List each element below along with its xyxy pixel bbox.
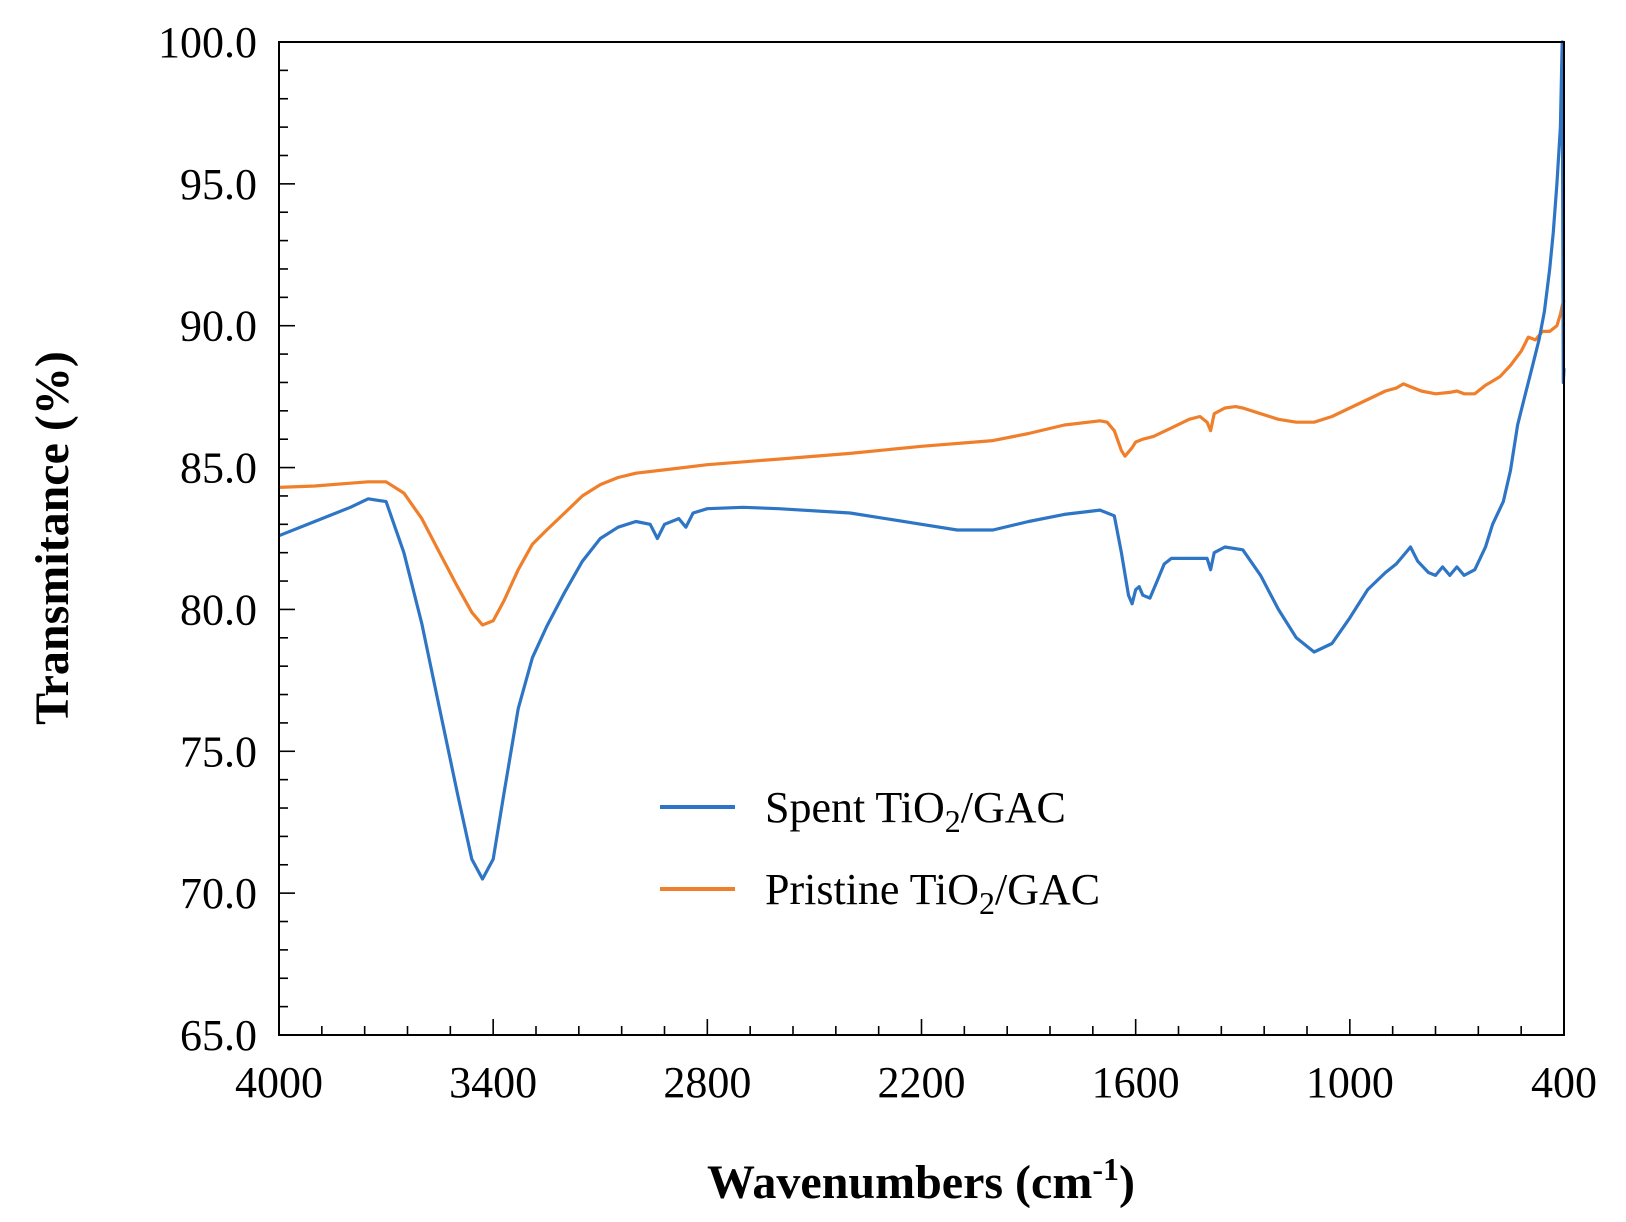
x-tick-label: 3400 xyxy=(449,1058,537,1107)
y-tick-label: 100.0 xyxy=(158,18,257,67)
x-tick-label: 4000 xyxy=(235,1058,323,1107)
x-tick-label: 400 xyxy=(1531,1058,1597,1107)
series-line-pristine xyxy=(278,299,1566,627)
legend: Spent TiO2/GAC Pristine TiO2/GAC xyxy=(660,783,1100,921)
series-layer xyxy=(278,40,1566,881)
minor-ticks xyxy=(279,69,1522,1035)
y-tick-label: 75.0 xyxy=(180,727,257,776)
x-tick-labels: 4000 3400 2800 2200 1600 1000 400 xyxy=(235,1058,1597,1107)
x-axis-title: Wavenumbers (cm-1) xyxy=(707,1151,1135,1209)
x-tick-label: 1600 xyxy=(1092,1058,1180,1107)
y-tick-labels: 65.0 70.0 75.0 80.0 85.0 90.0 95.0 100.0 xyxy=(158,18,257,1060)
x-tick-label: 1000 xyxy=(1306,1058,1394,1107)
x-tick-label: 2800 xyxy=(663,1058,751,1107)
y-tick-label: 65.0 xyxy=(180,1011,257,1060)
y-tick-label: 85.0 xyxy=(180,444,257,493)
y-tick-label: 70.0 xyxy=(180,869,257,918)
x-tick-label: 2200 xyxy=(878,1058,966,1107)
legend-label-spent: Spent TiO2/GAC xyxy=(765,783,1066,839)
legend-label-pristine: Pristine TiO2/GAC xyxy=(765,865,1100,921)
y-axis-title: Transmitance (%) xyxy=(26,351,79,725)
y-tick-label: 95.0 xyxy=(180,160,257,209)
y-tick-label: 90.0 xyxy=(180,302,257,351)
plot-frame xyxy=(278,41,1565,1036)
y-tick-label: 80.0 xyxy=(180,585,257,634)
series-line-spent xyxy=(278,40,1566,881)
